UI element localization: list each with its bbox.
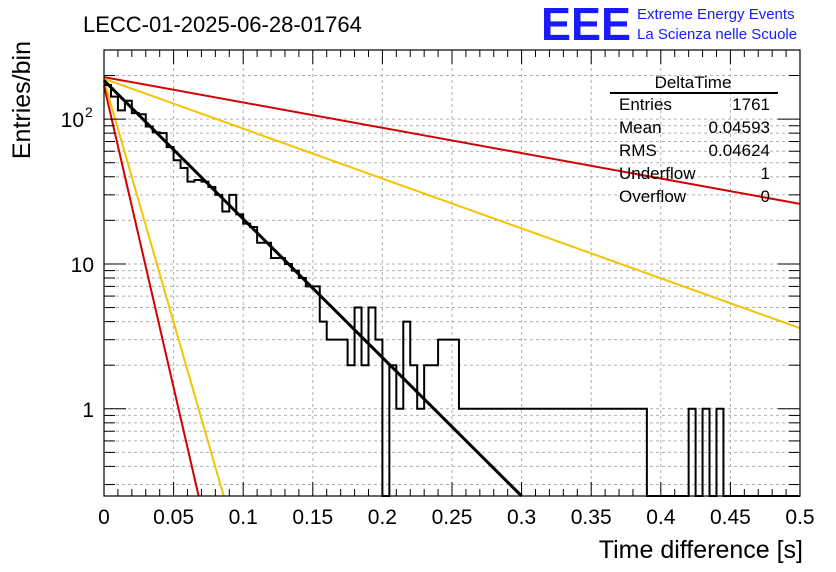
x-tick-label: 0.05 [153,506,194,529]
x-tick-label: 0.3 [507,506,536,529]
x-tick-label: 0.4 [646,506,676,529]
stats-title: DeltaTime [655,73,732,92]
x-tick-label: 0.1 [229,506,258,529]
band-line [103,80,225,497]
x-axis-label: Time difference [s] [599,536,803,564]
stats-row-value: 0.04624 [709,141,770,160]
stats-row-label: Underflow [619,164,696,183]
logo-line-1: Extreme Energy Events [637,6,795,23]
band-lines [103,76,801,497]
tick-labels: 0 0.05 0.1 0.15 0.2 0.25 0.3 0.35 0.4 0.45 0.51101… [61,104,815,529]
stats-row-label: RMS [619,141,657,160]
stats-box: DeltaTime Entries 1761 Mean 0.04593 RMS 0.046… [610,73,778,206]
x-tick-label: 0.25 [432,506,473,529]
eee-logo: EEE [541,0,631,50]
fit-line-group [102,79,523,498]
stats-row-value: 1 [761,164,770,183]
x-tick-label: 0.35 [571,506,612,529]
y-tick-label-exponent: 2 [85,104,93,120]
axis-ticks [103,49,801,496]
y-tick-label: 10 [71,254,94,277]
stats-row-value: 0.04593 [709,118,770,137]
stats-row-value: 0 [761,187,770,206]
stats-row-value: 1761 [732,95,770,114]
band-line [103,85,200,497]
run-title: LECC-01-2025-06-28-01764 [83,12,362,37]
x-tick-label: 0.2 [368,506,397,529]
x-tick-label: 0 [98,506,110,529]
x-tick-label: 0.45 [710,506,751,529]
x-tick-label: 0.15 [292,506,333,529]
stats-row-label: Overflow [619,187,687,206]
stats-row-label: Entries [619,95,672,114]
y-tick-label: 1 [82,399,94,422]
band-line [103,77,801,330]
logo-line-2: La Scienza nelle Scuole [637,26,797,43]
stats-rows: Entries 1761 Mean 0.04593 RMS 0.04624 Underflo… [619,95,770,206]
stats-row-label: Mean [619,118,662,137]
fit-line [102,79,523,498]
y-axis-label: Entries/bin [8,41,36,159]
band-line [103,76,801,205]
y-tick-label: 10 [61,109,84,132]
x-tick-label: 0.5 [785,506,814,529]
